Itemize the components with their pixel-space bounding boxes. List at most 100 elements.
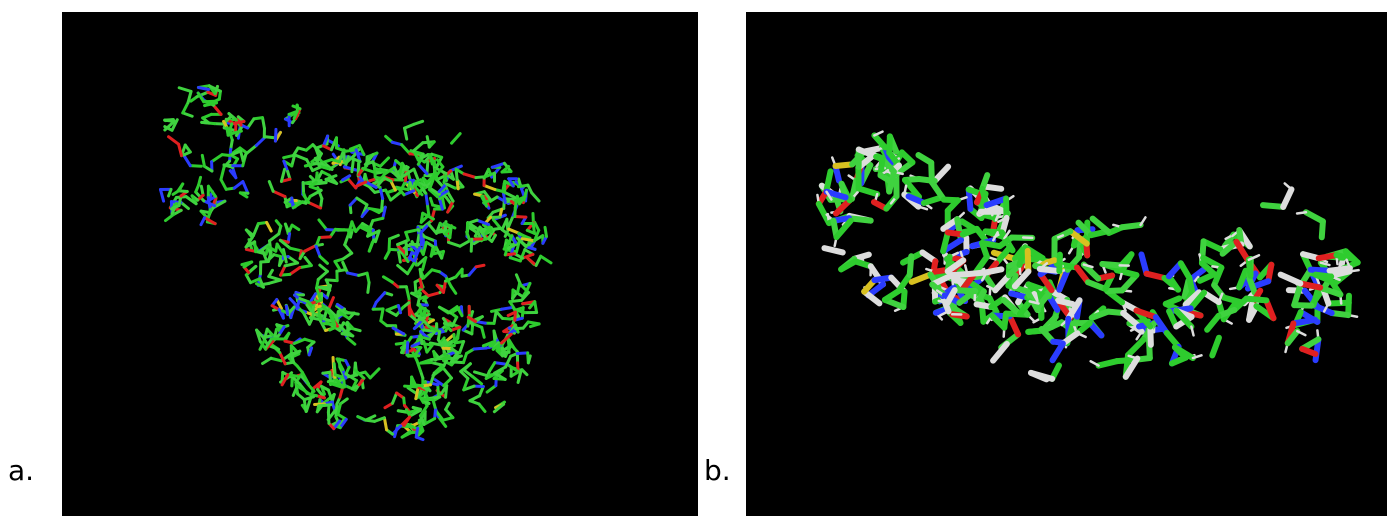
bond [275,242,286,257]
bond [516,183,530,189]
bond [405,341,410,357]
bond [436,415,448,428]
bond [442,376,453,388]
bond [855,146,880,160]
bond [394,341,410,346]
bond [373,166,387,174]
bond [480,325,486,339]
bond [354,222,365,234]
bond [364,414,377,422]
bond [335,146,348,153]
bond [177,194,183,208]
bond [419,222,431,234]
bond [534,254,543,267]
bond [1190,325,1195,337]
bond [186,89,193,105]
bond [504,354,513,369]
bond [456,326,461,340]
bond [833,217,854,241]
bond [295,384,308,393]
bond [403,122,416,130]
bond [337,323,350,337]
bond [288,266,302,276]
bond [515,239,521,254]
bond [408,180,416,193]
bond [1243,295,1270,304]
bond [1290,316,1318,327]
bond [353,180,368,189]
bond [199,216,207,227]
bond [466,218,479,225]
bond [313,402,327,407]
bond [379,307,385,323]
bond [500,332,513,345]
bond [1219,238,1240,257]
bond [179,200,190,211]
bond [981,183,1005,192]
bond [815,200,833,227]
bond [419,358,433,365]
bond [391,424,403,436]
bond [303,255,313,267]
bond [338,385,345,399]
bond [436,338,445,350]
bond [518,248,527,263]
bond [264,337,274,349]
bond [314,236,321,248]
bond [397,161,404,177]
bond [286,373,299,378]
bond [188,164,203,168]
bond [410,375,418,389]
bond [338,417,348,430]
bond [508,245,515,260]
bond [1333,252,1357,263]
bond [317,218,329,232]
bond [335,357,345,372]
bond [318,318,328,332]
bond [1067,228,1090,247]
bond [420,256,428,272]
bond [318,263,329,273]
bond [321,134,330,148]
bond [446,199,455,214]
bond [511,289,520,301]
bond [441,279,448,294]
bond [1056,251,1063,275]
bond [1211,264,1225,289]
bond [346,271,361,277]
bond [1236,267,1249,291]
bond [288,297,300,310]
bond [246,117,256,130]
bond [877,172,898,187]
bond [526,256,538,267]
bond [1119,251,1135,274]
bond [1299,345,1319,358]
bond [328,227,337,239]
bond [219,178,228,191]
bond [229,138,234,151]
bond [503,190,518,200]
bond [417,335,431,341]
bond [515,236,528,248]
bond [283,222,292,236]
bond [284,304,290,316]
bond [1003,229,1011,240]
bond [232,180,245,190]
bond [374,291,387,304]
bond [1120,310,1143,330]
bond [278,351,287,366]
bond [182,153,192,168]
bond [341,174,352,182]
bond [465,230,472,243]
bond [344,372,359,382]
bond [508,298,524,304]
bond [337,148,346,164]
bond [244,235,254,249]
bond [467,265,478,277]
bond [1233,238,1251,264]
bond [404,240,409,256]
bond [403,126,409,141]
bond [1296,329,1307,337]
bond [280,373,290,387]
bond [418,267,423,281]
